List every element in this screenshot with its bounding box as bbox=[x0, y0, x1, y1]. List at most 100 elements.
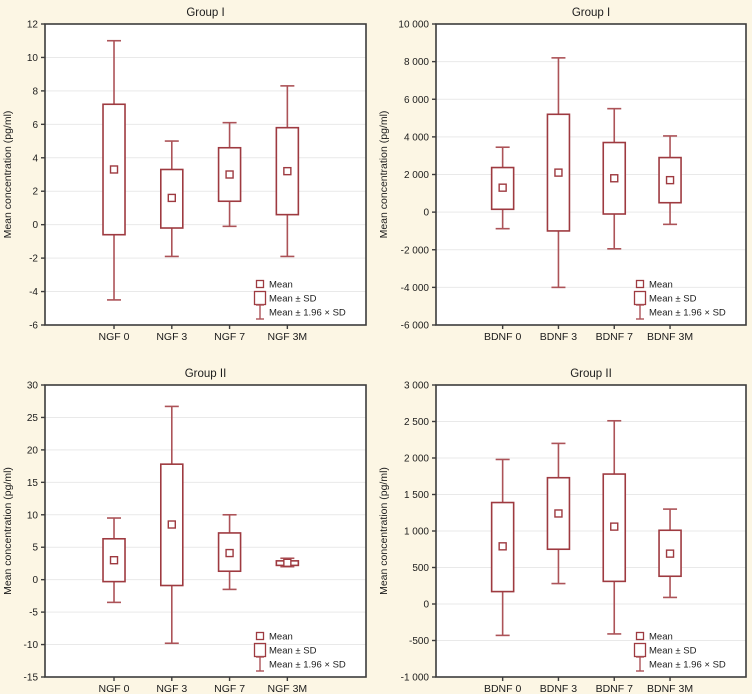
x-category-label: NGF 3 bbox=[156, 683, 187, 694]
panel-group-ii-bdnf: -1 000 -500 0 500 1 000 1 500 2 000 2 500 3 000 B… bbox=[376, 347, 752, 694]
y-tick-label: -4 bbox=[29, 287, 38, 298]
x-category-label: BDNF 0 bbox=[484, 683, 522, 694]
y-axis-label: Mean concentration (pg/ml) bbox=[378, 111, 390, 239]
x-category-label: BDNF 7 bbox=[596, 331, 634, 343]
y-tick-label: 6 000 bbox=[404, 95, 429, 106]
legend-mean-square-icon bbox=[635, 279, 645, 289]
y-tick-label: 20 bbox=[27, 445, 39, 456]
y-tick-label: 0 bbox=[32, 220, 38, 231]
panel-title: Group II bbox=[570, 368, 612, 380]
panel-group-i-bdnf: -6 000 -4 000 -2 000 0 2 000 4 000 6 000 8 000 1… bbox=[376, 0, 752, 347]
y-tick-label: 500 bbox=[412, 563, 429, 574]
x-category-label: NGF 7 bbox=[214, 331, 245, 343]
mean-marker bbox=[225, 170, 234, 179]
y-tick-label: 25 bbox=[27, 413, 39, 424]
mean-marker bbox=[167, 520, 176, 529]
chart-group-ii-bdnf: -1 000 -500 0 500 1 000 1 500 2 000 2 500 3 000 B… bbox=[378, 368, 747, 694]
y-tick-label: -6 000 bbox=[401, 321, 430, 332]
y-tick-label: 1 500 bbox=[404, 490, 429, 501]
plot-frame bbox=[44, 384, 367, 678]
mean-marker bbox=[610, 174, 619, 183]
chart-group-i-bdnf: -6 000 -4 000 -2 000 0 2 000 4 000 6 000 8 000 1… bbox=[378, 7, 747, 343]
x-category-label: NGF 0 bbox=[99, 683, 130, 694]
y-tick-label: 10 bbox=[27, 510, 39, 521]
y-tick-label: 4 000 bbox=[404, 132, 429, 143]
mean-marker bbox=[283, 166, 292, 176]
chart-group-i-ngf: -6 -4 -2 0 2 4 6 8 10 12 NGF 0 NGF 3 NGF 7 NGF 3M Grou… bbox=[2, 7, 367, 343]
y-axis-label: Mean concentration (pg/ml) bbox=[2, 111, 14, 239]
panel-group-ii-ngf: -15 -10 -5 0 5 10 15 20 25 30 NGF 0 NGF 3 NGF 7 NGF 3… bbox=[0, 347, 376, 694]
mean-marker bbox=[109, 165, 119, 174]
x-category-label: BDNF 7 bbox=[596, 683, 634, 694]
x-category-label: NGF 3M bbox=[268, 683, 308, 694]
panel-title: Group I bbox=[186, 7, 224, 19]
y-tick-label: 6 bbox=[32, 120, 38, 131]
plot-area bbox=[45, 24, 366, 325]
panel-title: Group II bbox=[185, 368, 227, 380]
y-tick-label: 10 bbox=[27, 53, 39, 64]
panel-group-i-ngf: -6 -4 -2 0 2 4 6 8 10 12 NGF 0 NGF 3 NGF 7 NGF 3M Grou… bbox=[0, 0, 376, 347]
legend-mean-square-icon bbox=[635, 631, 645, 641]
y-tick-label: 0 bbox=[423, 600, 429, 611]
legend-label: Mean ± SD bbox=[649, 645, 697, 656]
mean-marker bbox=[225, 548, 234, 558]
legend-label: Mean bbox=[649, 279, 673, 290]
y-tick-label: -2 bbox=[29, 254, 38, 265]
y-tick-label: -10 bbox=[24, 640, 39, 651]
y-tick-label: 2 000 bbox=[404, 454, 429, 465]
legend-label: Mean ± 1.96 × SD bbox=[649, 659, 726, 670]
y-tick-label: 12 bbox=[27, 20, 39, 31]
mean-marker bbox=[554, 168, 563, 177]
y-tick-label: 2 bbox=[32, 187, 38, 198]
legend-label: Mean ± SD bbox=[269, 645, 317, 656]
legend-label: Mean bbox=[649, 631, 673, 642]
panel-title: Group I bbox=[572, 7, 610, 19]
x-category-label: BDNF 3 bbox=[540, 331, 578, 343]
x-category-label: BDNF 0 bbox=[484, 331, 522, 343]
y-tick-label: 10 000 bbox=[398, 20, 429, 31]
y-tick-label: 5 bbox=[32, 543, 38, 554]
x-category-label: BDNF 3 bbox=[540, 683, 578, 694]
y-tick-label: 30 bbox=[27, 381, 39, 392]
legend-label: Mean ± 1.96 × SD bbox=[649, 307, 726, 318]
y-axis-label: Mean concentration (pg/ml) bbox=[378, 467, 390, 595]
y-tick-label: -2 000 bbox=[401, 245, 430, 256]
plot-area bbox=[45, 385, 366, 677]
legend-label: Mean ± SD bbox=[649, 293, 697, 304]
y-tick-label: 1 000 bbox=[404, 527, 429, 538]
chart-group-ii-ngf: -15 -10 -5 0 5 10 15 20 25 30 NGF 0 NGF 3 NGF 7 NGF 3… bbox=[2, 368, 367, 694]
legend-label: Mean ± 1.96 × SD bbox=[269, 307, 346, 318]
y-tick-label: 8 bbox=[32, 86, 38, 97]
mean-marker bbox=[665, 175, 675, 185]
x-category-label: NGF 3M bbox=[268, 331, 308, 343]
legend-label: Mean ± SD bbox=[269, 293, 317, 304]
x-category-label: NGF 7 bbox=[214, 683, 245, 694]
y-tick-label: 3 000 bbox=[404, 381, 429, 392]
y-tick-label: -15 bbox=[24, 673, 39, 684]
y-tick-label: -4 000 bbox=[401, 283, 430, 294]
y-axis-label: Mean concentration (pg/ml) bbox=[2, 467, 14, 595]
y-tick-label: 4 bbox=[32, 153, 38, 164]
legend-label: Mean bbox=[269, 631, 293, 642]
y-tick-label: 2 500 bbox=[404, 417, 429, 428]
mean-marker bbox=[665, 549, 675, 558]
legend-mean-square-icon bbox=[255, 279, 265, 289]
x-category-label: NGF 0 bbox=[99, 331, 130, 343]
mean-marker bbox=[283, 558, 292, 567]
mean-marker bbox=[498, 183, 507, 192]
legend-label: Mean ± 1.96 × SD bbox=[269, 659, 346, 670]
mean-marker bbox=[498, 542, 507, 551]
mean-marker bbox=[610, 522, 619, 531]
x-category-label: BDNF 3M bbox=[647, 331, 693, 343]
y-tick-label: -1 000 bbox=[401, 673, 430, 684]
y-tick-label: 15 bbox=[27, 478, 39, 489]
mean-marker bbox=[554, 509, 563, 518]
y-tick-label: 0 bbox=[32, 575, 38, 586]
y-tick-label: 2 000 bbox=[404, 170, 429, 181]
x-category-label: NGF 3 bbox=[156, 331, 187, 343]
y-tick-label: -5 bbox=[29, 608, 38, 619]
mean-marker bbox=[167, 193, 176, 203]
mean-marker bbox=[109, 555, 119, 565]
y-tick-label: -500 bbox=[409, 636, 429, 647]
